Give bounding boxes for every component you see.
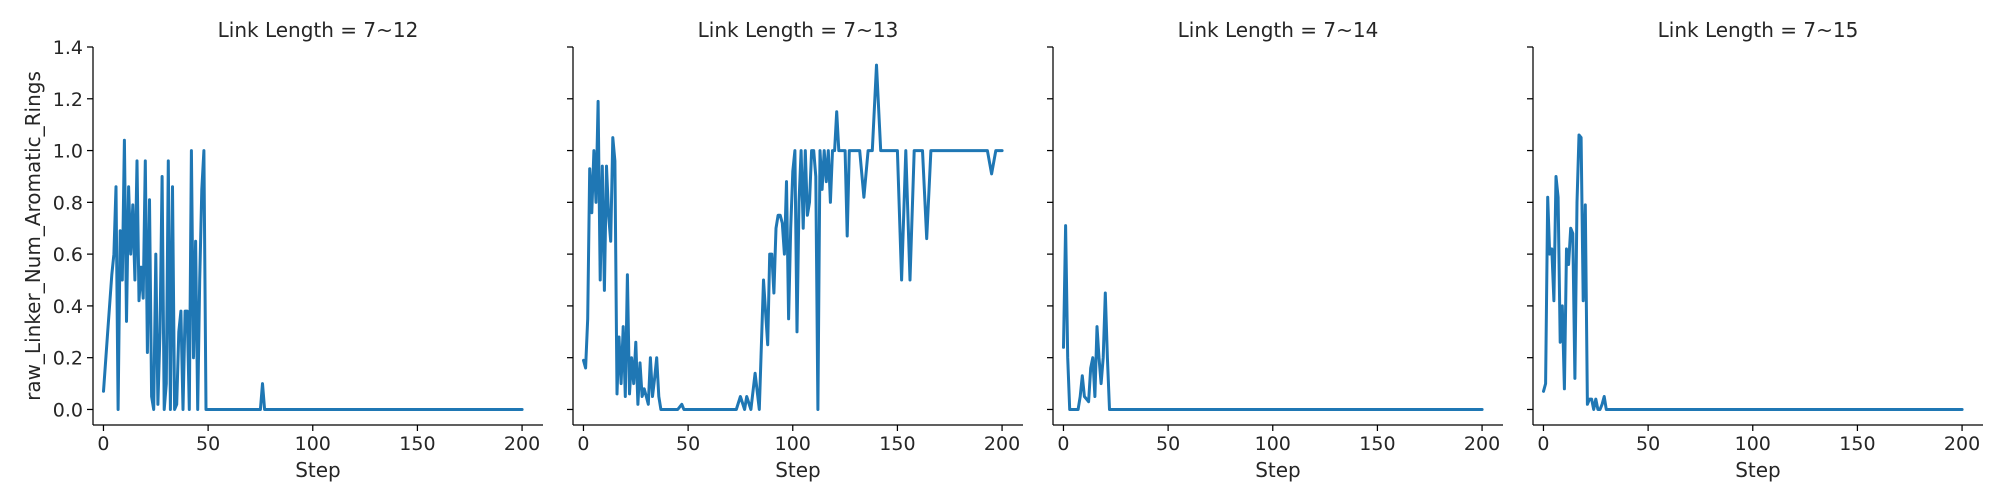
series-line <box>1542 133 1964 411</box>
x-tick-label: 200 <box>984 433 1020 455</box>
x-axis-label: Step <box>1735 458 1781 482</box>
chart-panel-4: Link Length = 7~15 0 50 100 150 200 Step <box>1527 18 1983 482</box>
series-line <box>1062 224 1484 411</box>
x-tick-label: 0 <box>97 433 109 455</box>
y-tick-label: 0.6 <box>53 244 83 266</box>
x-tick-label: 150 <box>1359 433 1395 455</box>
x-tick-label: 50 <box>196 433 220 455</box>
y-tick-label: 0.4 <box>53 296 83 318</box>
series-line <box>102 138 524 411</box>
series-line <box>582 63 1004 411</box>
x-tick-label: 100 <box>295 433 331 455</box>
y-tick-label: 1.2 <box>53 89 83 111</box>
x-tick-label: 100 <box>1735 433 1771 455</box>
x-axis-label: Step <box>1255 458 1301 482</box>
y-tick-label: 1.0 <box>53 141 83 163</box>
x-tick-label: 200 <box>504 433 540 455</box>
x-axis-label: Step <box>775 458 821 482</box>
x-tick-label: 50 <box>676 433 700 455</box>
x-tick-label: 100 <box>775 433 811 455</box>
chart-panel-1: Link Length = 7~12 0.0 0.2 0.4 0.6 0.8 1.0 1.2 1… <box>21 18 543 482</box>
y-axis-label: raw_Linker_Num_Aromatic_Rings <box>21 71 45 401</box>
y-tick-label: 0.2 <box>53 348 83 370</box>
panel-title: Link Length = 7~12 <box>218 18 419 42</box>
x-tick-label: 150 <box>1839 433 1875 455</box>
panel-title: Link Length = 7~14 <box>1178 18 1379 42</box>
x-tick-label: 200 <box>1464 433 1500 455</box>
x-axis-label: Step <box>295 458 341 482</box>
y-tick-label: 1.4 <box>53 37 83 59</box>
x-tick-label: 150 <box>399 433 435 455</box>
x-tick-label: 0 <box>577 433 589 455</box>
y-tick-label: 0.8 <box>53 192 83 214</box>
x-tick-label: 0 <box>1057 433 1069 455</box>
panel-title: Link Length = 7~13 <box>698 18 899 42</box>
x-tick-label: 200 <box>1944 433 1980 455</box>
x-tick-label: 50 <box>1636 433 1660 455</box>
x-tick-label: 0 <box>1537 433 1549 455</box>
chart-panel-3: Link Length = 7~14 0 50 100 150 200 Step <box>1047 18 1503 482</box>
x-tick-label: 50 <box>1156 433 1180 455</box>
panel-title: Link Length = 7~15 <box>1658 18 1859 42</box>
x-tick-label: 150 <box>879 433 915 455</box>
x-tick-label: 100 <box>1255 433 1291 455</box>
y-tick-label: 0.0 <box>53 399 83 421</box>
chart-panel-2: Link Length = 7~13 0 50 100 150 200 Step <box>567 18 1023 482</box>
